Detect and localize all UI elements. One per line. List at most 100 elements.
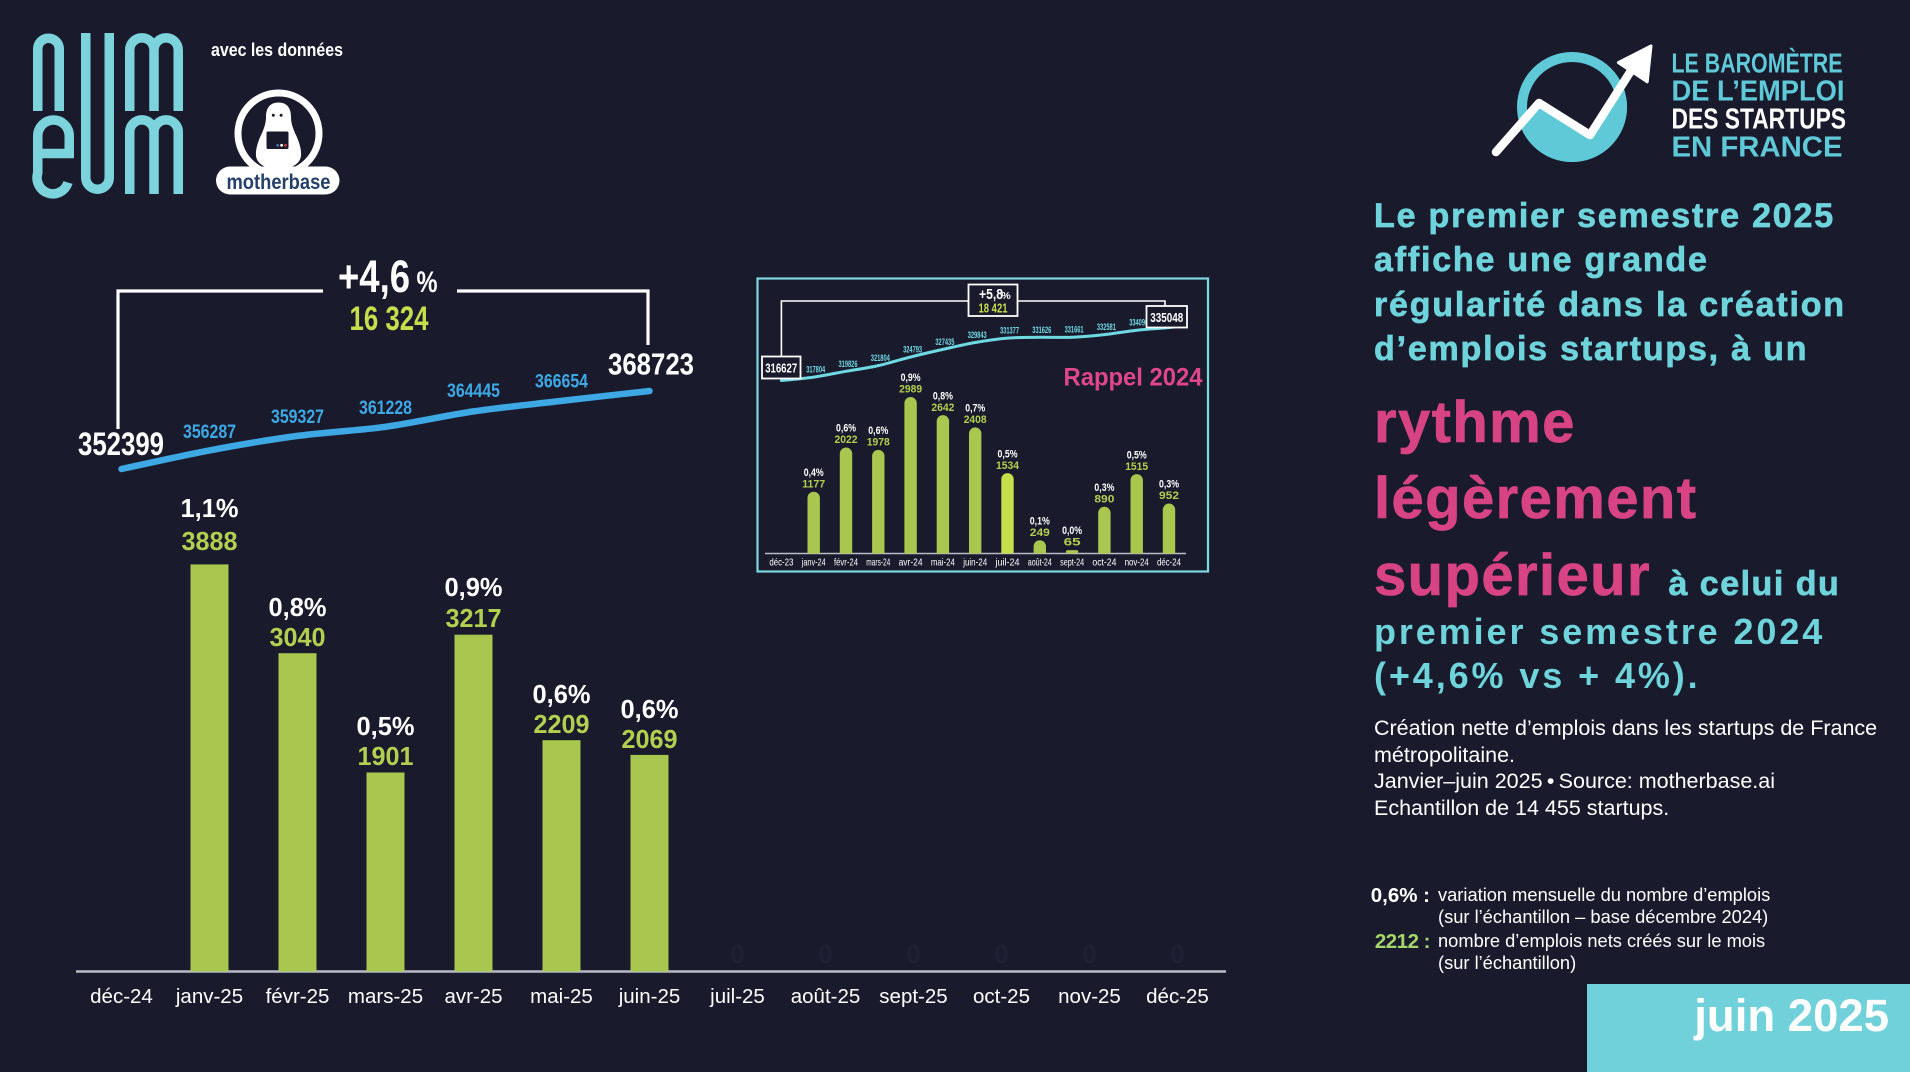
svg-text:249: 249 [1030,527,1050,539]
svg-text:0,5%: 0,5% [357,711,415,741]
svg-text:juil-25: juil-25 [709,985,765,1008]
svg-text:366654: 366654 [535,371,588,393]
svg-text:359327: 359327 [271,406,324,428]
svg-text:324793: 324793 [903,345,922,355]
svg-text:avec les données: avec les données [211,40,343,60]
svg-text:331626: 331626 [1032,325,1051,335]
svg-text:0,6%: 0,6% [533,679,591,709]
svg-text:sept-24: sept-24 [1060,557,1084,569]
svg-text:févr-25: févr-25 [266,985,330,1008]
svg-text:0: 0 [730,939,744,969]
svg-text:0,1%: 0,1% [1030,515,1050,527]
svg-text:0,6%: 0,6% [868,425,888,437]
svg-text:janv-24: janv-24 [801,557,826,569]
svg-text:0,3%: 0,3% [1094,482,1114,494]
svg-text:juin-24: juin-24 [962,557,987,569]
svg-text:0,9%: 0,9% [445,572,503,602]
svg-text:LE BAROMÈTRE: LE BAROMÈTRE [1672,48,1843,79]
svg-text:%: % [417,266,438,299]
svg-text:DE L’EMPLOI: DE L’EMPLOI [1672,75,1845,107]
svg-text:déc-24: déc-24 [1157,557,1181,569]
svg-text:2989: 2989 [899,384,922,396]
svg-text:1177: 1177 [802,478,825,490]
svg-text:août-24: août-24 [1028,557,1052,569]
svg-text:890: 890 [1094,493,1114,505]
svg-text:335048: 335048 [1150,310,1183,325]
svg-text:0: 0 [1082,939,1096,969]
svg-text:3217: 3217 [446,603,502,633]
svg-text:356287: 356287 [183,421,236,443]
svg-text:2209: 2209 [534,709,590,739]
svg-text:1515: 1515 [1125,461,1148,473]
svg-text:déc-23: déc-23 [769,557,793,569]
svg-text:0,5%: 0,5% [998,448,1018,460]
svg-text:juin-25: juin-25 [618,985,681,1008]
svg-text:3040: 3040 [270,622,326,652]
svg-text:317804: 317804 [806,365,825,375]
svg-text:321804: 321804 [871,353,890,363]
svg-text:364445: 364445 [447,380,500,402]
svg-text:sept-25: sept-25 [879,985,947,1008]
svg-text:16 324: 16 324 [350,300,429,338]
svg-text:motherbase: motherbase [227,171,331,194]
svg-text:déc-25: déc-25 [1146,985,1209,1008]
svg-text:334096: 334096 [1129,318,1148,328]
svg-text:368723: 368723 [608,347,694,382]
svg-text:avr-24: avr-24 [899,557,923,569]
svg-text:0,9%: 0,9% [901,372,921,384]
svg-text:janv-25: janv-25 [175,985,243,1008]
svg-text:%: % [1001,290,1011,302]
svg-text:316627: 316627 [765,361,797,376]
svg-text:952: 952 [1159,490,1179,502]
svg-text:mai-25: mai-25 [530,985,593,1008]
svg-text:avr-25: avr-25 [444,985,502,1008]
svg-text:DES STARTUPS: DES STARTUPS [1672,104,1847,136]
svg-text:0,5%: 0,5% [1127,449,1147,461]
svg-text:1978: 1978 [867,437,890,449]
svg-text:2642: 2642 [931,402,954,414]
svg-text:352399: 352399 [78,426,164,462]
svg-text:0,7%: 0,7% [965,403,985,415]
svg-text:+5,8: +5,8 [979,287,1003,303]
svg-text:août-25: août-25 [791,985,861,1008]
svg-text:332581: 332581 [1097,322,1116,332]
svg-text:0,6%: 0,6% [621,694,679,724]
svg-text:329843: 329843 [968,330,987,340]
svg-text:0: 0 [994,939,1008,969]
svg-text:EN FRANCE: EN FRANCE [1672,132,1843,164]
svg-text:févr-24: févr-24 [834,557,858,569]
svg-text:0,8%: 0,8% [269,592,327,622]
svg-text:mars-25: mars-25 [348,985,423,1008]
svg-text:mai-24: mai-24 [931,557,955,569]
svg-text:juil-24: juil-24 [995,557,1020,569]
svg-text:0,4%: 0,4% [804,467,824,479]
svg-text:nov-24: nov-24 [1125,557,1149,569]
svg-text:0: 0 [1170,939,1184,969]
svg-text:0,6%: 0,6% [836,423,856,435]
svg-text:331661: 331661 [1065,325,1084,335]
svg-text:331377: 331377 [1000,326,1019,336]
svg-text:0,3%: 0,3% [1159,479,1179,491]
svg-text:Rappel 2024: Rappel 2024 [1064,364,1203,392]
svg-text:2022: 2022 [835,434,858,446]
svg-text:1534: 1534 [996,460,1020,472]
svg-text:327435: 327435 [935,337,954,347]
svg-text:361228: 361228 [359,397,412,419]
svg-text:mars-24: mars-24 [866,557,890,569]
svg-text:1901: 1901 [358,741,414,771]
svg-text:+4,6: +4,6 [338,251,410,302]
svg-text:0,0%: 0,0% [1062,525,1082,537]
svg-text:18 421: 18 421 [979,301,1008,316]
svg-text:2069: 2069 [622,724,678,754]
svg-text:319826: 319826 [839,359,858,369]
svg-text:3888: 3888 [182,526,238,556]
svg-text:oct-24: oct-24 [1092,557,1116,569]
svg-text:nov-25: nov-25 [1058,985,1121,1008]
svg-text:65: 65 [1064,537,1081,549]
svg-text:oct-25: oct-25 [973,985,1030,1008]
svg-text:0: 0 [906,939,920,969]
svg-text:2408: 2408 [964,414,987,426]
svg-text:1,1%: 1,1% [181,493,239,523]
svg-text:0: 0 [818,939,832,969]
svg-text:0,8%: 0,8% [933,390,953,402]
